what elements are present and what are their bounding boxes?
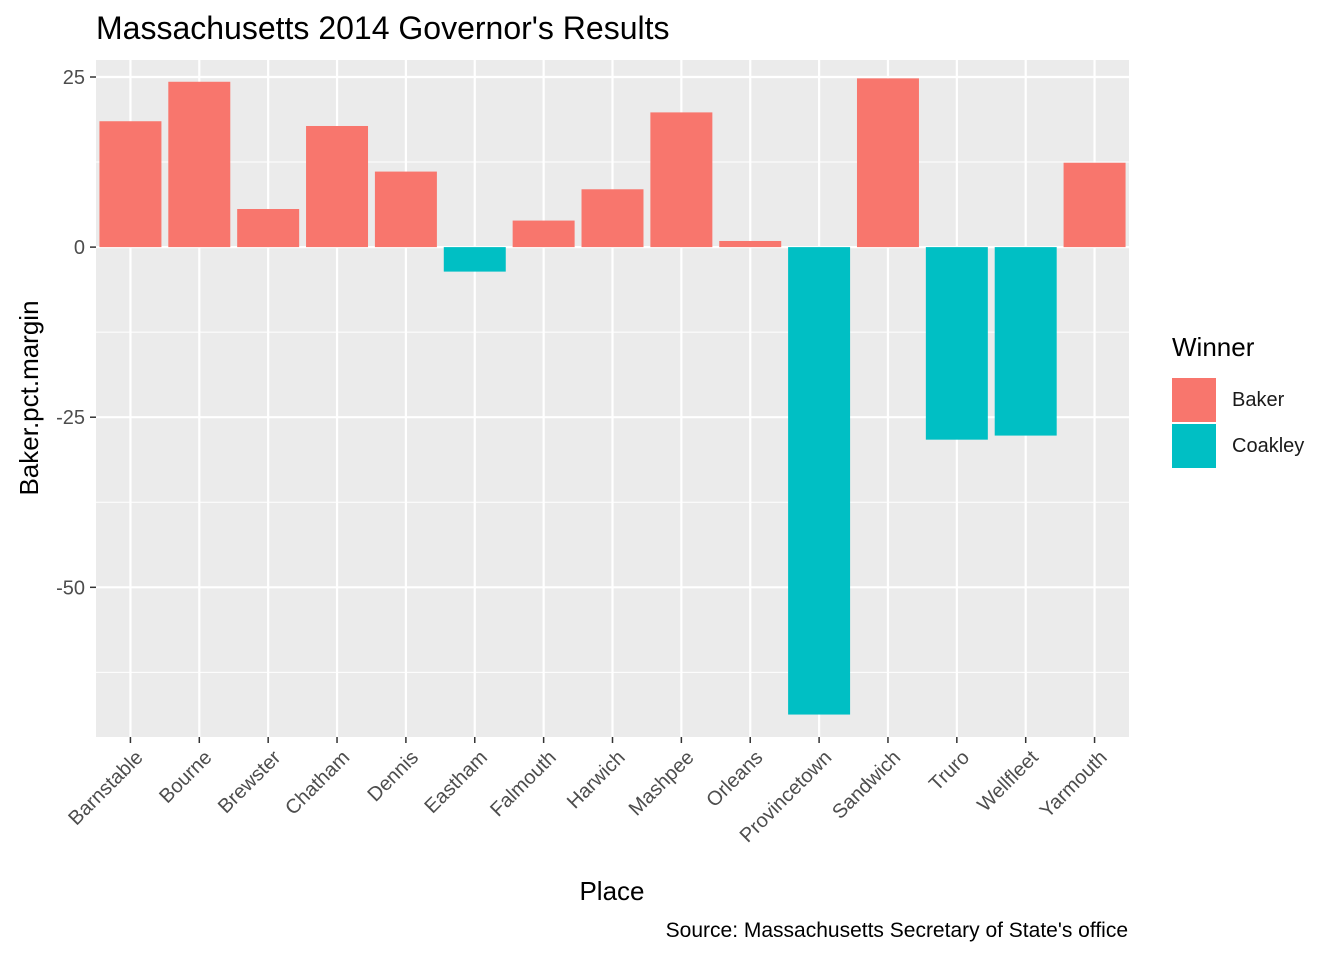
legend-label-coakley: Coakley xyxy=(1232,434,1305,457)
bar-barnstable xyxy=(99,121,162,248)
x-tick-label: Barnstable xyxy=(64,747,147,830)
bar-sandwich xyxy=(856,78,919,248)
bar-orleans xyxy=(719,240,782,248)
x-tick-label: Wellfleet xyxy=(973,746,1043,816)
bar-chatham xyxy=(306,125,369,248)
y-tick-label: 0 xyxy=(74,237,85,259)
bar-eastham xyxy=(443,247,506,272)
x-tick-label: Mashpee xyxy=(625,747,699,821)
bars xyxy=(99,78,1126,715)
bar-truro xyxy=(925,247,988,440)
x-tick-label: Falmouth xyxy=(486,747,561,822)
y-axis: 25 0 -25 -50 xyxy=(56,67,96,599)
x-axis-label: Place xyxy=(579,876,644,906)
bar-dennis xyxy=(374,171,437,248)
bar-provincetown xyxy=(788,247,851,715)
bar-brewster xyxy=(237,209,300,248)
bar-wellfleet xyxy=(994,247,1057,436)
y-tick-label: -50 xyxy=(56,577,85,599)
x-tick-label: Eastham xyxy=(421,747,492,818)
x-tick-label: Dennis xyxy=(363,747,423,807)
x-tick-label: Brewster xyxy=(214,746,286,818)
y-tick-label: -25 xyxy=(56,407,85,429)
x-tick-label: Harwich xyxy=(563,747,630,814)
x-tick-label: Chatham xyxy=(281,747,354,820)
legend-swatch-coakley xyxy=(1172,424,1216,468)
source-caption: Source: Massachusetts Secretary of State… xyxy=(665,919,1128,942)
legend-label-baker: Baker xyxy=(1232,388,1285,411)
legend-item-baker: Baker xyxy=(1172,377,1304,423)
y-tick-label: 25 xyxy=(63,67,85,89)
x-tick-label: Bourne xyxy=(155,747,216,808)
x-tick-label: Truro xyxy=(925,747,974,796)
legend-item-coakley: Coakley xyxy=(1172,423,1304,469)
x-tick-label: Yarmouth xyxy=(1036,747,1112,823)
x-tick-label: Sandwich xyxy=(828,747,905,824)
chart-title: Massachusetts 2014 Governor's Results xyxy=(96,10,670,46)
bar-yarmouth xyxy=(1063,162,1126,248)
bar-mashpee xyxy=(650,112,713,248)
x-tick-label: Orleans xyxy=(702,747,767,812)
legend-swatch-baker xyxy=(1172,378,1216,422)
bar-falmouth xyxy=(512,220,575,248)
legend-title: Winner xyxy=(1172,332,1255,362)
y-axis-label: Baker.pct.margin xyxy=(14,300,44,495)
bar-harwich xyxy=(581,189,644,248)
legend: Winner Baker Coakley xyxy=(1172,332,1304,469)
bar-bourne xyxy=(168,81,231,248)
